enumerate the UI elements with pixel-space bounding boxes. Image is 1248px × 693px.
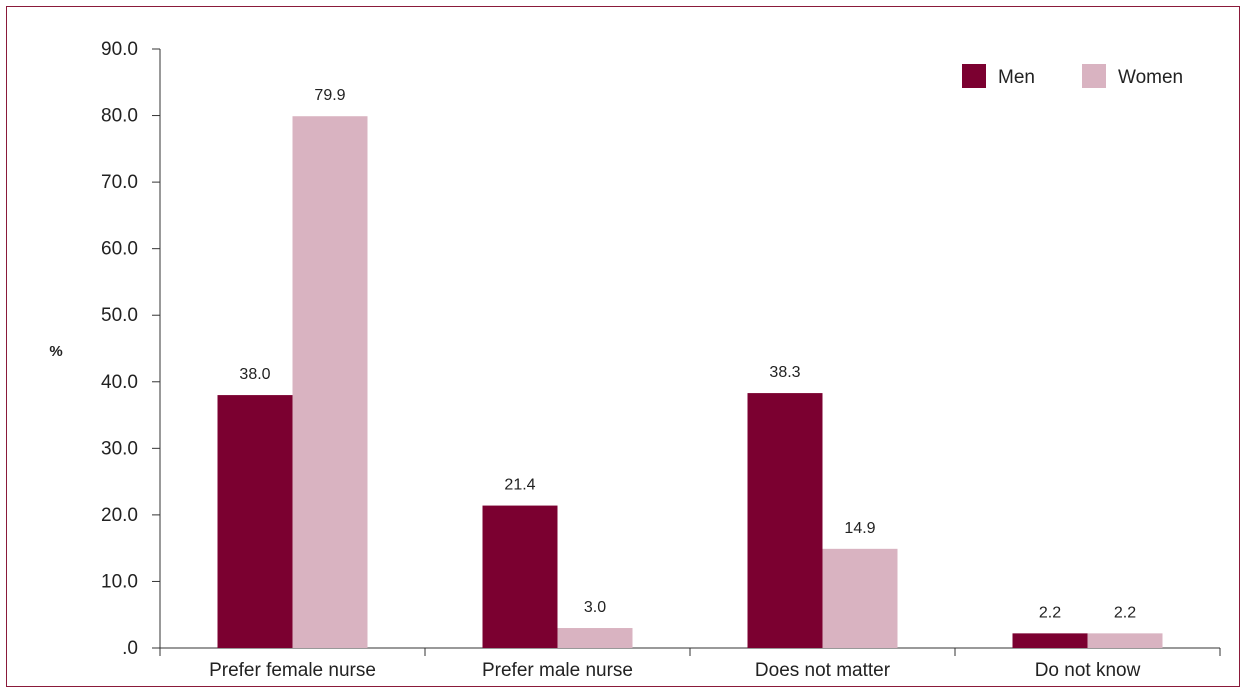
bar-men <box>217 395 293 648</box>
legend-label-women: Women <box>1118 67 1183 88</box>
y-tick-label: 50.0 <box>101 305 138 326</box>
data-label-women: 14.9 <box>844 520 875 537</box>
x-axis-categories: Prefer female nurse Prefer male nurse Does… <box>159 648 1221 681</box>
data-label-women: 79.9 <box>314 87 345 104</box>
bar-men <box>747 393 823 648</box>
x-category-label: Do not know <box>1035 660 1141 681</box>
x-category-label: Prefer male nurse <box>482 660 633 681</box>
data-label-women: 3.0 <box>584 599 606 616</box>
data-label-men: 2.2 <box>1039 604 1061 621</box>
data-labels: 38.0 79.9 21.4 3.0 38.3 14.9 2.2 2.2 <box>239 87 1136 621</box>
y-tick-label: 40.0 <box>101 372 138 393</box>
chart-frame <box>6 6 1240 687</box>
data-label-women: 2.2 <box>1114 604 1136 621</box>
y-axis-label: % <box>49 343 62 360</box>
legend-swatch-women <box>1082 64 1106 88</box>
legend-label-men: Men <box>998 67 1035 88</box>
x-category-label: Prefer female nurse <box>209 660 376 681</box>
x-category-label: Does not matter <box>755 660 891 681</box>
y-axis-ticks: .0 10.0 20.0 30.0 40.0 50.0 60.0 70.0 80.0 90.0 <box>101 39 160 659</box>
bar-men <box>1012 633 1088 648</box>
y-tick-label: 70.0 <box>101 172 138 193</box>
y-tick-label: .0 <box>122 638 138 659</box>
y-tick-label: 60.0 <box>101 239 138 260</box>
legend: Men Women <box>962 64 1183 88</box>
data-label-men: 21.4 <box>504 477 535 494</box>
legend-swatch-men <box>962 64 986 88</box>
bar-women <box>822 548 898 648</box>
chart-bars <box>217 116 1163 648</box>
y-tick-label: 80.0 <box>101 106 138 127</box>
y-tick-label: 10.0 <box>101 571 138 592</box>
bar-women <box>1087 633 1163 648</box>
data-label-men: 38.3 <box>769 364 800 381</box>
bar-women <box>557 628 633 648</box>
bar-men <box>482 505 558 648</box>
y-tick-label: 90.0 <box>101 39 138 60</box>
bar-women <box>292 116 368 648</box>
y-tick-label: 30.0 <box>101 438 138 459</box>
y-tick-label: 20.0 <box>101 505 138 526</box>
data-label-men: 38.0 <box>239 366 270 383</box>
